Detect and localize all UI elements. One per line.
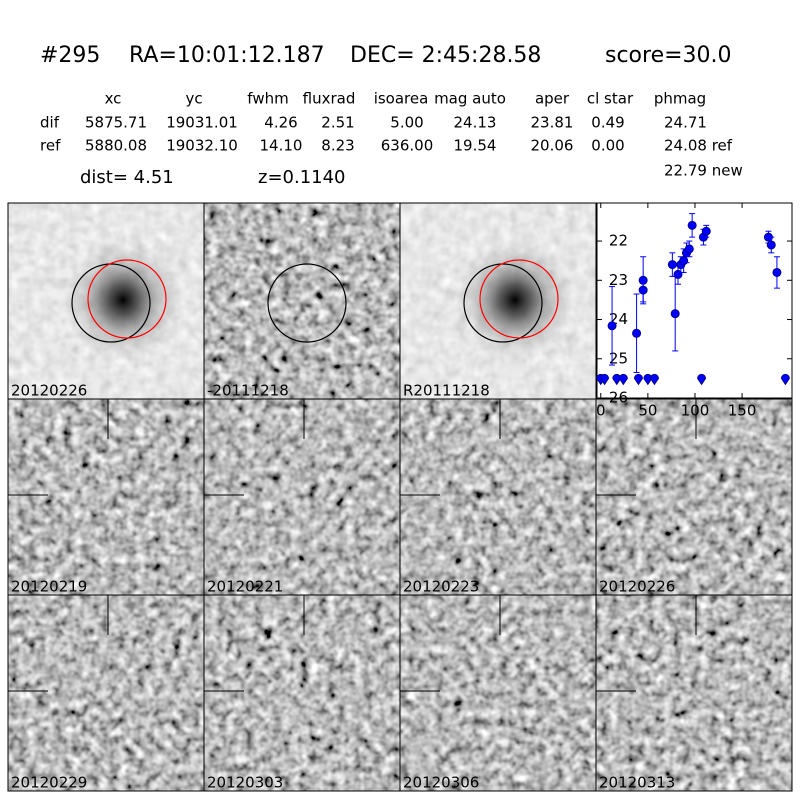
panel-label: R20111218 — [403, 382, 490, 400]
x-tick-label: 50 — [638, 402, 657, 420]
panel-label: 20120219 — [11, 578, 87, 596]
table-cell: 24.08 ref — [664, 137, 733, 155]
column-header: mag auto — [434, 90, 506, 108]
x-tick-label: 150 — [728, 402, 757, 420]
y-tick-label: 26 — [609, 389, 628, 407]
upper-limit — [697, 373, 707, 386]
y-tick-label: 25 — [609, 349, 628, 367]
point — [701, 226, 711, 236]
table-cell: 19032.10 — [166, 137, 238, 155]
aperture-ref — [87, 259, 167, 339]
point — [772, 267, 782, 277]
panel-label: 20120229 — [11, 774, 87, 792]
point — [684, 244, 694, 254]
point — [607, 321, 617, 331]
panel-label: 20120226 — [11, 382, 87, 400]
ra: RA=10:01:12.187 — [129, 43, 325, 68]
aperture-ref — [479, 259, 559, 339]
upper-limit — [600, 373, 610, 386]
image-panel: 20120306 — [399, 594, 597, 792]
image-panel: 20120219 — [7, 398, 205, 596]
column-header: cl star — [587, 90, 634, 108]
score: score=30.0 — [605, 43, 732, 68]
x-tick-label: 0 — [596, 402, 606, 420]
y-tick-label: 23 — [609, 271, 628, 289]
upper-limit — [633, 373, 643, 386]
x-tick-label: 100 — [681, 402, 710, 420]
table-cell: 24.13 — [454, 114, 497, 132]
table-cell: 5.00 — [390, 114, 423, 132]
upper-limit — [780, 373, 790, 386]
table-cell: 2.51 — [321, 114, 354, 132]
table-cell: 20.06 — [531, 137, 574, 155]
panel-label: 20120303 — [207, 774, 283, 792]
column-header: xc — [105, 90, 122, 108]
column-header: aper — [535, 90, 570, 108]
upper-limit — [618, 373, 628, 386]
row-label: dif — [40, 114, 60, 132]
column-header: fluxrad — [303, 90, 356, 108]
column-header: yc — [185, 90, 202, 108]
image-panel: 20120229 — [7, 594, 205, 792]
panel-label: -20111218 — [207, 382, 289, 400]
table-cell: 19.54 — [454, 137, 497, 155]
column-header: fwhm — [247, 90, 288, 108]
table-cell: 24.71 — [664, 114, 707, 132]
image-panel: 20120226 — [595, 398, 793, 596]
table-cell: 0.00 — [591, 137, 624, 155]
image-panel: 20120313 — [595, 594, 793, 792]
column-header: isoarea — [374, 90, 429, 108]
aperture — [463, 263, 543, 343]
table-cell: 5880.08 — [85, 137, 147, 155]
image-panel: R20111218 — [399, 202, 597, 400]
candidate-id: #295 — [40, 43, 100, 68]
image-panel: 20120221 — [203, 398, 401, 596]
panel-label: 20120226 — [599, 578, 675, 596]
dist: dist= 4.51 — [80, 167, 174, 188]
table-cell: 19031.01 — [166, 114, 238, 132]
image-panel: 20120226 — [7, 202, 205, 400]
table-cell: 636.00 — [381, 137, 434, 155]
table-cell: 8.23 — [321, 137, 354, 155]
image-panel: 20120223 — [399, 398, 597, 596]
plot-area — [596, 202, 793, 399]
panel-label: 20120223 — [403, 578, 479, 596]
table-cell: 0.49 — [591, 114, 624, 132]
table-cell: 5875.71 — [85, 114, 147, 132]
redshift: z=0.1140 — [258, 167, 346, 188]
point — [670, 309, 680, 319]
table-cell: 14.10 — [260, 137, 303, 155]
point — [766, 240, 776, 250]
dec: DEC= 2:45:28.58 — [350, 43, 541, 68]
panel-label: 20120221 — [207, 578, 283, 596]
image-panel: -20111218 — [203, 202, 401, 400]
phmag-extra: 22.79 new — [664, 162, 743, 180]
point — [632, 328, 642, 338]
upper-limit — [649, 373, 659, 386]
panel-label: 20120313 — [599, 774, 675, 792]
point — [638, 285, 648, 295]
image-panel: 20120303 — [203, 594, 401, 792]
y-tick-label: 22 — [609, 232, 628, 250]
table-cell: 23.81 — [531, 114, 574, 132]
aperture — [71, 263, 151, 343]
galaxy — [63, 240, 183, 360]
panel-label: 20120306 — [403, 774, 479, 792]
galaxy — [455, 240, 575, 360]
table-cell: 4.26 — [264, 114, 297, 132]
row-label: ref — [40, 137, 61, 155]
aperture — [267, 263, 347, 343]
point — [687, 220, 697, 230]
column-header: phmag — [654, 90, 706, 108]
